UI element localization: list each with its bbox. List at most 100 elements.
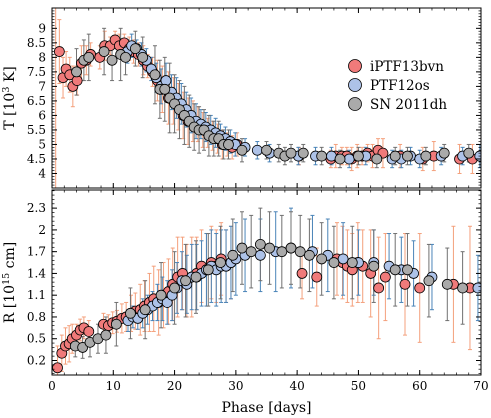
temperature-sn-2011dh-point (137, 51, 149, 63)
temperature-sn-2011dh-point (371, 153, 383, 165)
x-tick-label: 10 (106, 379, 121, 393)
legend-label: SN 2011dh (370, 97, 447, 113)
temperature-sn-2011dh-point (261, 144, 272, 156)
radius-sn-2011dh-point (294, 246, 306, 258)
radius-iptf13bvn-point (52, 362, 63, 374)
temperature-y-tick-label: 8 (38, 50, 46, 64)
temperature-sn-2011dh-point (120, 51, 131, 63)
radius-iptf13bvn-point (311, 271, 323, 283)
radius-data-layer (52, 207, 481, 375)
temperature-y-tick-label: 5.5 (27, 123, 46, 137)
x-tick-label: 0 (48, 379, 56, 393)
radius-panel-frame (51, 189, 482, 376)
radius-axis-ticks: 0.2 0.5 0.8 1.1 1.4 1.7 2 2.3 0 10 20 30 40 50 60 70 (27, 190, 489, 393)
radius-y-tick-label: 1.7 (27, 245, 46, 259)
radius-y-axis-label: R [1015 cm] (1, 242, 19, 323)
radius-sn-2011dh-point (155, 289, 167, 301)
radius-sn-2011dh-point (276, 246, 288, 258)
temperature-sn-2011dh-point (159, 83, 171, 95)
temperature-y-tick-label: 9 (38, 21, 46, 35)
temperature-sn-2011dh-point (106, 54, 118, 66)
temperature-sn-2011dh-point (285, 147, 297, 159)
temperature-sn-2011dh-point (71, 66, 82, 78)
radius-sn-2011dh-point (254, 239, 266, 250)
radius-sn-2011dh-point (245, 246, 257, 258)
temperature-sn-2011dh-point (236, 144, 248, 156)
temperature-y-tick-label: 6.5 (27, 94, 46, 108)
radius-iptf13bvn-point (414, 282, 426, 294)
x-tick-label: 30 (228, 379, 243, 393)
radius-sn-2011dh-point (77, 342, 89, 353)
legend-label: iPTF13bvn (370, 59, 444, 75)
radius-iptf13bvn-point (373, 282, 385, 294)
temperature-sn-2011dh-point (463, 147, 475, 159)
temperature-sn-2011dh-point (149, 69, 161, 81)
radius-y-tick-label: 0.8 (27, 310, 46, 324)
radius-sn-2011dh-point (316, 253, 328, 265)
temperature-y-axis-label-exponent: 3 (1, 87, 12, 93)
temperature-sn-2011dh-point (297, 147, 309, 159)
radius-sn-2011dh-point (180, 275, 192, 287)
temperature-sn-2011dh-point (334, 153, 346, 165)
x-tick-label: 40 (290, 379, 305, 393)
temperature-sn-2011dh-point (316, 150, 328, 162)
temperature-sn-2011dh-point (223, 139, 234, 150)
temperature-sn-2011dh-point (129, 43, 141, 55)
legend-marker (348, 59, 362, 73)
radius-ptf12os-point (472, 282, 481, 294)
radius-sn-2011dh-point (190, 271, 202, 283)
temperature-ptf12os-point (251, 144, 263, 156)
radius-sn-2011dh-point (100, 329, 112, 341)
legend: iPTF13bvn PTF12os SN 2011dh (348, 59, 447, 113)
radius-sn-2011dh-point (303, 249, 315, 261)
temperature-sn-2011dh-point (98, 46, 110, 57)
temperature-y-tick-label: 6 (38, 108, 46, 122)
radius-y-axis-label-exponent: 15 (1, 273, 12, 285)
radius-y-tick-label: 0.2 (27, 353, 46, 367)
temperature-y-ticks: 44.555.566.577.588.59 (27, 7, 482, 189)
radius-ptf12os-point (254, 249, 266, 261)
temperature-y-tick-label: 7.5 (27, 65, 46, 79)
legend-marker (348, 78, 362, 92)
temperature-sn-2011dh-point (438, 147, 450, 159)
radius-sn-2011dh-point (285, 242, 297, 254)
radius-ptf12os-point (337, 253, 349, 265)
x-tick-label: 20 (167, 379, 182, 393)
temperature-sn-2011dh-point (420, 150, 432, 162)
radius-sn-2011dh-point (110, 318, 122, 330)
temperature-sn-2011dh-point (353, 150, 364, 162)
temperature-sn-2011dh-point (83, 51, 95, 63)
temperature-y-tick-label: 7 (38, 79, 46, 93)
temperature-y-axis-label: T [103 K] (1, 66, 19, 130)
radius-y-tick-label: 1.1 (27, 288, 46, 302)
radius-sn-2011dh-point (139, 304, 151, 316)
radius-iptf13bvn-point (379, 271, 391, 283)
radius-sn-2011dh-point (457, 282, 469, 294)
temperature-sn-2011dh-point (402, 150, 413, 162)
x-tick-label: 70 (473, 379, 488, 393)
radius-panel: 0.2 0.5 0.8 1.1 1.4 1.7 2 2.3 0 10 20 30 40 50 60 70 R … (1, 189, 489, 416)
temperature-data-layer (53, 8, 481, 188)
radius-sn-2011dh-point (346, 257, 358, 268)
radius-sn-2011dh-point (236, 242, 248, 254)
radius-sn-2011dh-point (215, 257, 226, 268)
temperature-y-tick-label: 4.5 (27, 152, 46, 166)
x-tick-label: 60 (412, 379, 427, 393)
temperature-sn-2011dh-point (389, 150, 401, 162)
temperature-y-tick-label: 8.5 (27, 36, 46, 50)
radius-y-tick-label: 0.5 (27, 332, 46, 346)
temperature-y-tick-label: 4 (38, 166, 46, 180)
x-tick-label: 50 (351, 379, 366, 393)
x-axis-label: Phase [days] (221, 400, 311, 416)
radius-sn-2011dh-point (202, 264, 214, 276)
radius-sn-2011dh-point (328, 257, 340, 268)
radius-sn-2011dh-point (402, 264, 413, 276)
radius-sn-2011dh-point (389, 264, 401, 276)
radius-iptf13bvn-point (83, 326, 95, 337)
temperature-panel: 44.555.566.577.588.59 T [103 K] iPTF13bv… (1, 7, 482, 189)
temperature-y-tick-label: 5 (38, 137, 46, 151)
radius-sn-2011dh-point (368, 260, 380, 272)
radius-iptf13bvn-point (296, 268, 308, 279)
radius-sn-2011dh-point (441, 278, 453, 290)
